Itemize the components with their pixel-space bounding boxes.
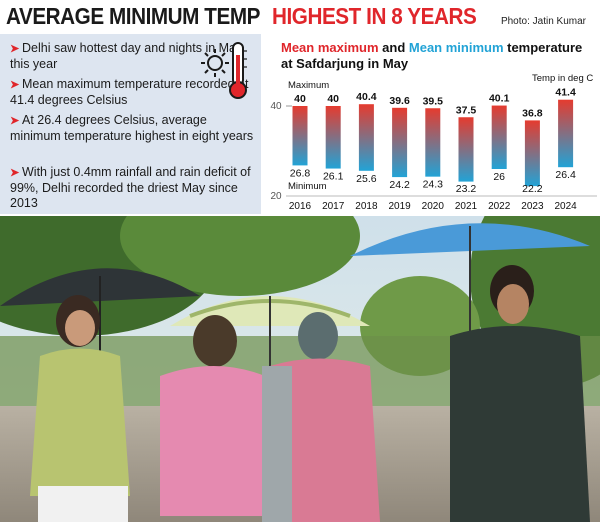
chart-title-and: and <box>378 40 409 55</box>
legend-minimum: Minimum <box>288 181 327 192</box>
fact-text: At 26.4 degrees Celsius, average minimum… <box>10 113 254 143</box>
x-tick-label: 2018 <box>355 201 378 212</box>
photo-credit: Photo: Jatin Kumar <box>500 16 586 27</box>
max-value-label: 40 <box>327 93 339 105</box>
temperature-bar <box>292 106 308 166</box>
temperature-bar <box>392 107 408 178</box>
x-tick-label: 2019 <box>388 201 411 212</box>
facts-panel: ➤ Delhi saw hottest day and nights in May… <box>0 34 261 214</box>
max-value-label: 36.8 <box>522 107 543 119</box>
min-value-label: 26.8 <box>290 167 311 179</box>
unit-label: Temp in deg C <box>532 73 593 84</box>
fact-text: With just 0.4mm rainfall and rain defici… <box>10 165 251 210</box>
max-value-label: 40.1 <box>489 93 510 105</box>
fact-bullet: ➤ At 26.4 degrees Celsius, average minimu… <box>10 113 255 144</box>
temperature-bar <box>325 106 341 169</box>
chart-title-max: Mean maximum <box>281 40 379 55</box>
max-value-label: 41.4 <box>555 87 576 99</box>
max-value-label: 40.4 <box>356 91 377 103</box>
min-value-label: 26.4 <box>555 169 576 181</box>
fact-bullet: ➤ Delhi saw hottest day and nights in May… <box>10 41 255 72</box>
arrow-icon: ➤ <box>10 115 20 127</box>
x-tick-label: 2022 <box>488 201 511 212</box>
x-tick-label: 2021 <box>455 201 478 212</box>
x-tick-label: 2017 <box>322 201 345 212</box>
arrow-icon: ➤ <box>10 43 20 55</box>
y-tick-label: 20 <box>270 191 282 202</box>
temperature-bar <box>358 104 374 171</box>
x-tick-label: 2024 <box>554 201 577 212</box>
temperature-bar <box>425 108 441 177</box>
temperature-bar <box>491 105 507 169</box>
temperature-bar <box>524 120 540 187</box>
max-value-label: 37.5 <box>456 104 477 116</box>
fact-text: Delhi saw hottest day and nights in May … <box>10 41 243 71</box>
chart-title: Mean maximum and Mean minimum temperatur… <box>281 40 596 72</box>
chart-title-rest: temperature at Safdarjung in May <box>281 40 583 71</box>
temperature-chart: 40 20 Temp in deg C Maximum Minimum 40 26.8 201… <box>270 73 597 212</box>
chart-title-min: Mean minimum <box>408 40 504 55</box>
fact-bullet: ➤ With just 0.4mm rainfall and rain defic… <box>10 165 255 211</box>
headline: AVERAGE MINIMUM TEMP HIGHEST IN 8 YEARS <box>6 3 499 35</box>
temperature-bar <box>558 99 574 168</box>
min-value-label: 24.3 <box>423 179 444 191</box>
headline-red-text: HIGHEST IN 8 YEARS <box>272 3 477 29</box>
max-value-label: 39.5 <box>423 95 444 107</box>
legend-maximum: Maximum <box>288 80 329 91</box>
sun-thermometer-icon <box>201 42 247 99</box>
min-value-label: 22.2 <box>522 183 543 195</box>
photo-people-with-umbrellas <box>0 216 600 522</box>
fact-text: Mean maximum temperature recorded at 41.… <box>10 77 249 107</box>
x-tick-label: 2023 <box>521 201 544 212</box>
temperature-bar <box>458 117 474 182</box>
arrow-icon: ➤ <box>10 79 20 91</box>
min-value-label: 24.2 <box>389 179 410 191</box>
min-value-label: 23.2 <box>456 183 477 195</box>
fact-bullet: ➤ Mean maximum temperature recorded at 41… <box>10 77 255 108</box>
arrow-icon: ➤ <box>10 167 20 179</box>
max-value-label: 39.6 <box>389 95 410 107</box>
min-value-label: 26.1 <box>323 171 344 183</box>
max-value-label: 40 <box>294 93 306 105</box>
x-tick-label: 2016 <box>289 201 312 212</box>
x-tick-label: 2020 <box>422 201 445 212</box>
headline-black-text: AVERAGE MINIMUM TEMP <box>6 3 260 29</box>
min-value-label: 25.6 <box>356 173 377 185</box>
min-value-label: 26 <box>493 171 505 183</box>
y-tick-label: 40 <box>270 101 282 112</box>
